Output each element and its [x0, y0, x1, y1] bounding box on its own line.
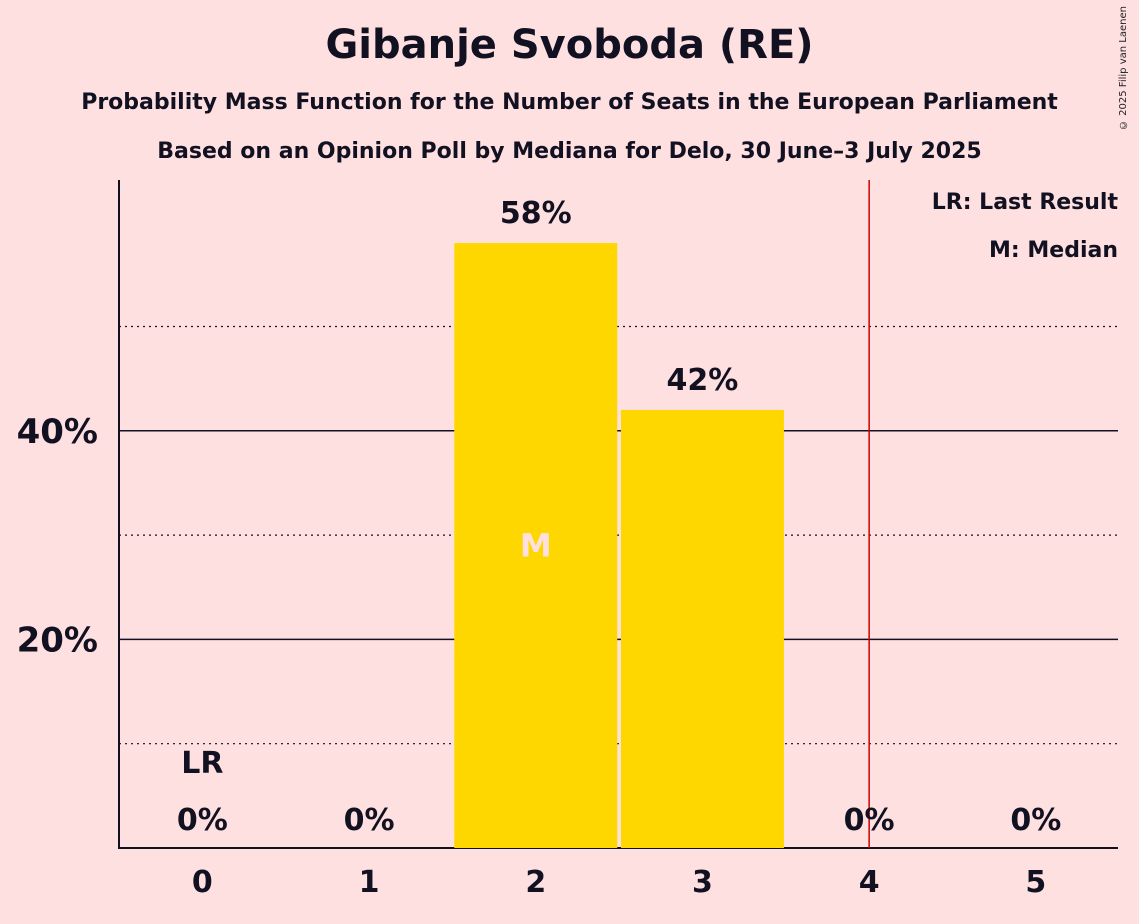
value-label: 58% — [500, 196, 572, 231]
x-tick-label: 3 — [692, 865, 713, 900]
bar — [454, 243, 618, 848]
value-label: 0% — [177, 803, 228, 838]
poll-source: Based on an Opinion Poll by Mediana for … — [157, 139, 982, 164]
bar — [620, 409, 784, 848]
median-marker: M — [520, 527, 552, 565]
chart-subtitle: Probability Mass Function for the Number… — [81, 90, 1058, 115]
x-tick-label: 4 — [859, 865, 880, 900]
chart-title: Gibanje Svoboda (RE) — [325, 22, 814, 68]
gridlines — [118, 180, 1118, 849]
x-tick-label: 5 — [1025, 865, 1046, 900]
legend-last-result: LR: Last Result — [932, 190, 1119, 215]
x-tick-label: 2 — [525, 865, 546, 900]
x-tick-label: 1 — [359, 865, 380, 900]
value-label: 0% — [344, 803, 395, 838]
legend-median: M: Median — [989, 238, 1118, 263]
value-label: 0% — [1010, 803, 1061, 838]
y-tick-label: 20% — [17, 620, 98, 660]
last-result-marker: LR — [181, 746, 223, 781]
value-label: 42% — [667, 363, 739, 398]
y-tick-label: 40% — [17, 412, 98, 452]
bars — [454, 243, 784, 848]
value-label: 0% — [844, 803, 895, 838]
x-tick-label: 0 — [192, 865, 213, 900]
